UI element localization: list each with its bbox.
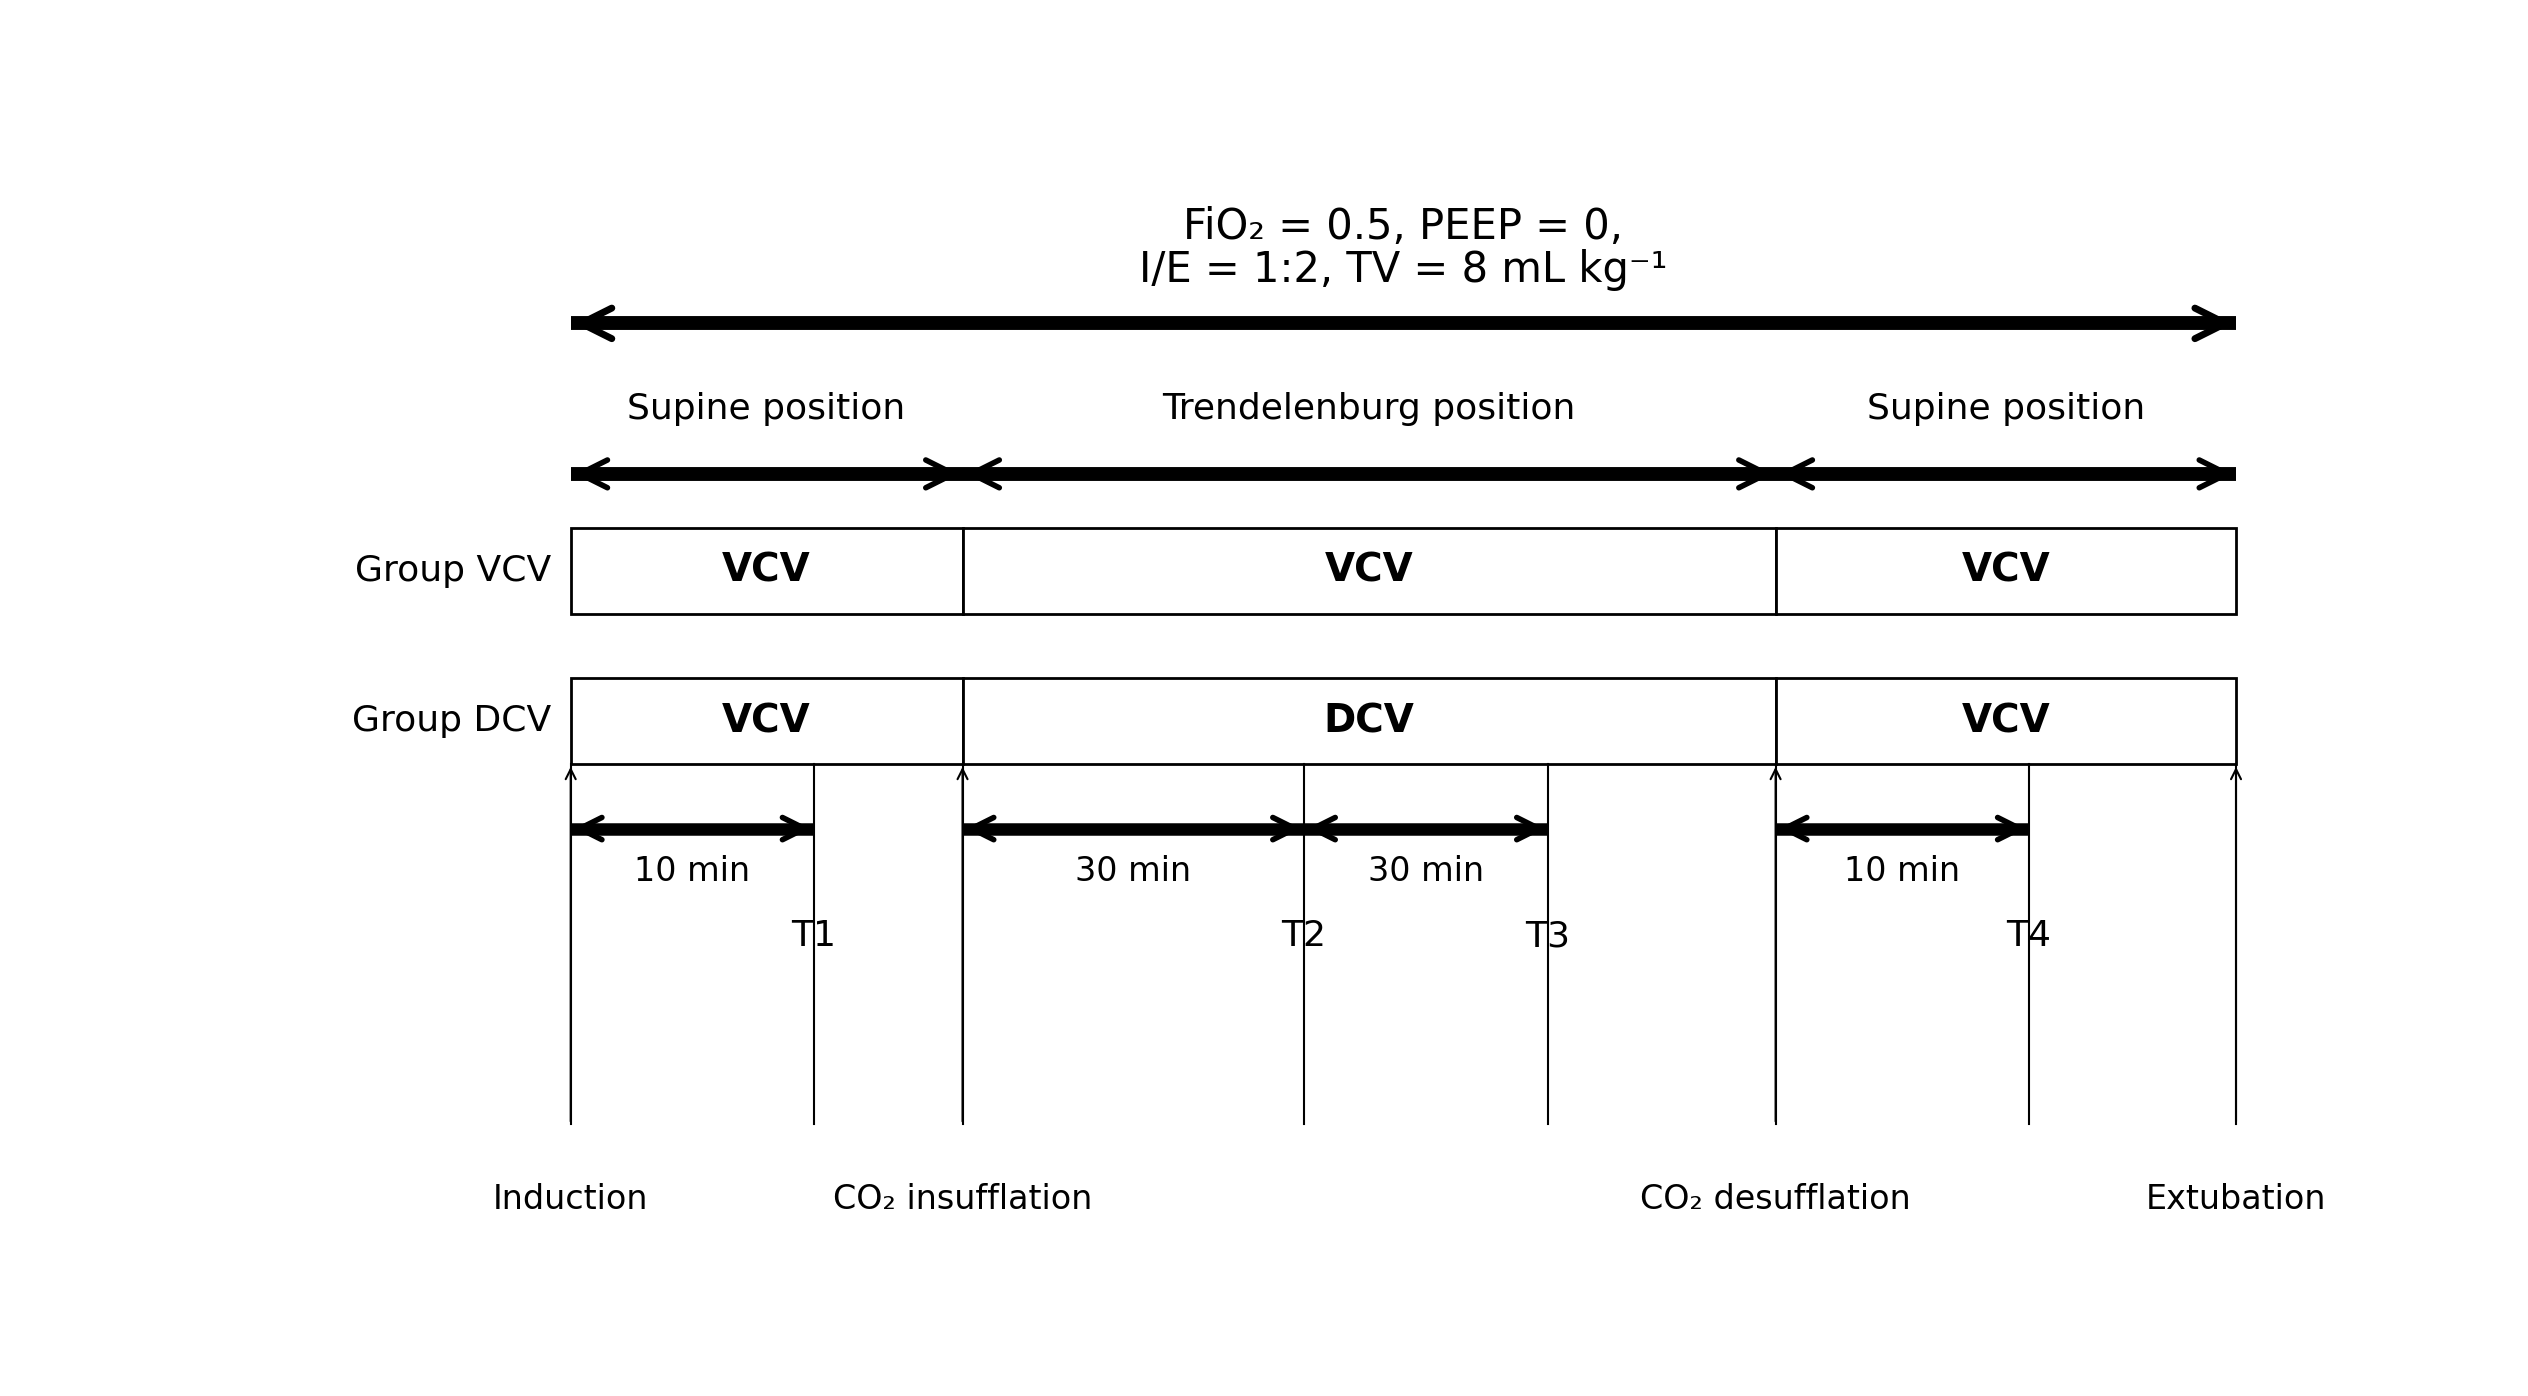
Bar xyxy=(1775,678,2237,764)
Text: VCV: VCV xyxy=(1962,702,2050,740)
Text: Extubation: Extubation xyxy=(2146,1182,2326,1216)
Text: T4: T4 xyxy=(2007,919,2050,953)
Text: Group DCV: Group DCV xyxy=(351,704,551,738)
Text: 10 min: 10 min xyxy=(635,856,751,888)
Bar xyxy=(963,528,1775,614)
Text: FiO₂ = 0.5, PEEP = 0,: FiO₂ = 0.5, PEEP = 0, xyxy=(1183,205,1623,247)
Text: I/E = 1:2, TV = 8 mL kg⁻¹: I/E = 1:2, TV = 8 mL kg⁻¹ xyxy=(1140,248,1668,290)
Bar xyxy=(963,678,1775,764)
Text: Supine position: Supine position xyxy=(627,392,905,426)
Text: T3: T3 xyxy=(1524,919,1570,953)
Text: CO₂ desufflation: CO₂ desufflation xyxy=(1641,1182,1911,1216)
Bar xyxy=(1775,528,2237,614)
Text: T2: T2 xyxy=(1282,919,1327,953)
Text: VCV: VCV xyxy=(723,551,811,589)
Text: 30 min: 30 min xyxy=(1074,856,1191,888)
Text: DCV: DCV xyxy=(1325,702,1416,740)
Text: Induction: Induction xyxy=(493,1182,650,1216)
Text: 10 min: 10 min xyxy=(1843,856,1959,888)
Text: VCV: VCV xyxy=(1962,551,2050,589)
Bar xyxy=(571,678,963,764)
Text: T1: T1 xyxy=(791,919,837,953)
Text: Supine position: Supine position xyxy=(1866,392,2144,426)
Text: VCV: VCV xyxy=(1325,551,1413,589)
Text: Trendelenburg position: Trendelenburg position xyxy=(1163,392,1575,426)
Text: CO₂ insufflation: CO₂ insufflation xyxy=(832,1182,1092,1216)
Text: VCV: VCV xyxy=(723,702,811,740)
Bar xyxy=(571,528,963,614)
Text: 30 min: 30 min xyxy=(1368,856,1484,888)
Text: Group VCV: Group VCV xyxy=(354,554,551,588)
